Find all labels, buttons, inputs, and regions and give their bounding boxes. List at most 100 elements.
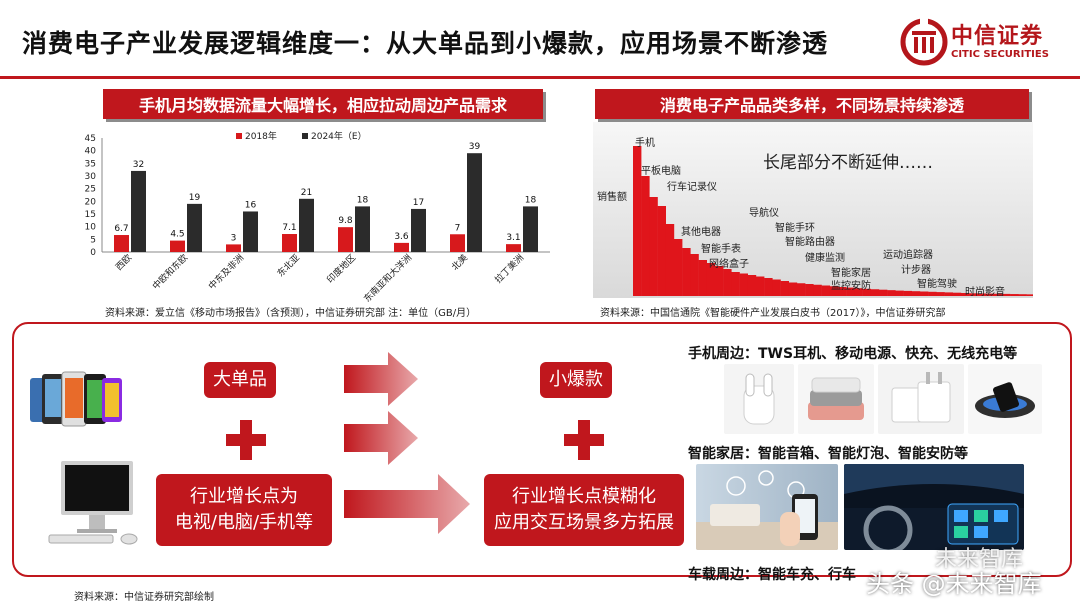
lt-label-watch: 智能手表: [701, 244, 741, 255]
long-tail-bar: [862, 288, 871, 296]
y-tick-label: 45: [85, 134, 96, 144]
big-item-label: 大单品: [204, 362, 276, 398]
small-item-label: 小爆款: [540, 362, 612, 398]
long-tail-bar: [993, 293, 1003, 296]
bar-2018: [226, 244, 241, 252]
long-tail-bar: [633, 146, 642, 296]
arrow-top-icon: [344, 352, 418, 406]
long-tail-bar: [739, 273, 748, 296]
long-tail-bar: [969, 293, 978, 296]
long-tail-bar: [674, 239, 683, 296]
bar-2024: [243, 211, 258, 252]
y-tick-label: 30: [85, 172, 97, 182]
page-title: 消费电子产业发展逻辑维度一：从大单品到小爆款，应用场景不断渗透: [22, 29, 829, 58]
left-growth-box: 行业增长点为 电视/电脑/手机等: [156, 474, 332, 546]
lt-label-driving: 智能驾驶: [917, 279, 957, 290]
right-panel-title: 消费电子产品品类多样，不同场景持续渗透: [595, 89, 1029, 119]
bar-2018: [170, 240, 185, 252]
x-category-label: 西欧: [113, 252, 134, 273]
long-tail-bar: [911, 291, 921, 296]
phone-accessories-caption: 手机周边：TWS耳机、移动电源、快充、无线充电等: [688, 346, 1018, 362]
logo-text-cn: 中信证券: [951, 24, 1044, 49]
bar-data-label: 18: [357, 195, 369, 205]
long-tail-bar: [723, 269, 732, 296]
long-tail-bar: [1026, 294, 1033, 296]
y-tick-label: 10: [85, 223, 97, 233]
y-tick-label: 20: [85, 197, 97, 207]
legend-label: 2018年: [245, 130, 277, 142]
long-tail-bar: [764, 278, 773, 296]
bar-data-label: 21: [301, 188, 312, 198]
y-tick-label: 25: [85, 185, 96, 195]
bar-data-label: 3.1: [506, 233, 520, 243]
bar-2018: [114, 235, 129, 252]
bar-2024: [131, 170, 146, 252]
bar-data-label: 3: [231, 233, 237, 243]
lt-label-router: 智能路由器: [785, 237, 835, 248]
long-tail-bar: [903, 290, 912, 296]
right-growth-line2: 应用交互场景多方拓展: [494, 512, 674, 533]
long-tail-bar: [641, 176, 650, 296]
lt-label-dashcam: 行车记录仪: [667, 182, 717, 193]
long-tail-bar: [821, 285, 830, 296]
long-tail-bar: [829, 286, 839, 296]
right-panel-source: 资料来源：中国信通院《智能硬件产业发展白皮书（2017）》，中信证券研究部: [600, 308, 946, 319]
lt-label-pedometer: 计步器: [901, 265, 931, 276]
long-tail-bar: [928, 291, 937, 296]
long-tail-bar: [854, 288, 863, 296]
long-tail-bar: [690, 254, 699, 296]
power-bank-image: [798, 364, 874, 434]
x-category-label: 印度地区: [324, 252, 358, 286]
lt-label-band: 智能手环: [775, 223, 815, 234]
left-panel-source: 资料来源：爱立信《移动市场报告》（含预测），中信证券研究部 注：单位（GB/月）: [105, 308, 477, 319]
watermark-brand: 未来智库: [935, 547, 1024, 572]
header-divider: [0, 76, 1080, 79]
long-tail-bar: [1010, 294, 1019, 296]
legend-swatch: [302, 133, 308, 139]
x-category-label: 北美: [449, 252, 470, 273]
logo-text-en: CITIC SECURITIES: [951, 49, 1049, 60]
long-tail-bar: [895, 290, 904, 296]
x-category-label: 中东及非洲: [206, 252, 246, 292]
long-tail-bar: [698, 260, 707, 296]
lt-label-nav: 导航仪: [749, 208, 779, 219]
plus-icon-left: [226, 420, 266, 460]
long-tail-chart: 销售额 长尾部分不断延伸…… 手机 平板电脑 行车记录仪 其他电器 智能手表 网…: [593, 122, 1033, 298]
long-tail-bar: [657, 206, 666, 296]
bar-data-label: 16: [245, 200, 257, 210]
lt-label-box: 网络盒子: [709, 259, 749, 270]
x-category-label: 拉丁美洲: [492, 252, 526, 286]
right-growth-line1: 行业增长点模糊化: [512, 486, 656, 507]
wireless-charger-image: [968, 364, 1042, 434]
bar-chart: 0 5 10 15 20 25 30 35 40 45 6.7 32 西欧 4.5 19 中欧和东欧 3 16 中东…: [85, 130, 550, 304]
arrow-middle-icon: [344, 411, 418, 465]
bar-2024: [523, 206, 538, 252]
y-tick-label: 0: [90, 248, 96, 258]
long-tail-bar: [985, 293, 994, 296]
long-tail-bar: [1018, 294, 1027, 296]
lt-label-tablet: 平板电脑: [641, 166, 681, 177]
long-tail-bar: [747, 275, 757, 296]
long-tail-bar: [797, 283, 806, 296]
arrows-graphic: [344, 352, 470, 534]
bar-2018: [506, 244, 521, 252]
bar-2024: [411, 208, 426, 252]
x-category-label: 东北亚: [275, 252, 303, 280]
smartphones-image: [30, 371, 122, 427]
watermark-account: 头条 @未来智库: [866, 570, 1042, 598]
long-tail-bar: [780, 281, 789, 296]
long-tail-bar: [1002, 293, 1011, 296]
long-tail-bar: [731, 272, 740, 296]
long-tail-bar: [846, 287, 855, 296]
y-tick-label: 15: [85, 210, 96, 220]
y-tick-label: 5: [90, 235, 96, 245]
bar-data-label: 6.7: [114, 224, 128, 234]
bar-2024: [187, 203, 202, 252]
long-tail-bar: [813, 284, 822, 296]
bar-2018: [282, 234, 297, 252]
fast-charger-image: [878, 364, 964, 434]
long-tail-bar: [706, 263, 716, 296]
long-tail-bar: [944, 292, 953, 296]
bar-2024: [467, 153, 482, 252]
legend-label: 2024年（E）: [311, 130, 367, 142]
